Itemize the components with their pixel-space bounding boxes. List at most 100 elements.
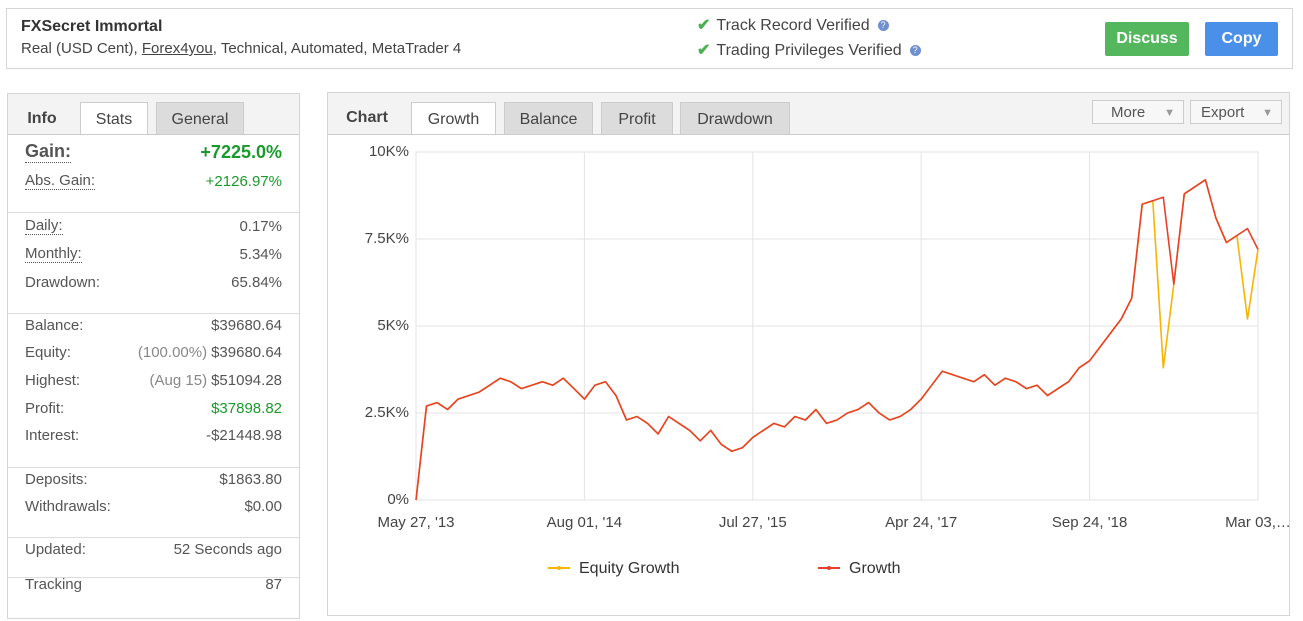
broker-link[interactable]: Forex4you: [141, 40, 213, 57]
stat-value-group: (Aug 15) $51094.28: [150, 372, 282, 389]
verification: ✔ Track Record Verified?: [697, 15, 889, 35]
divider: [8, 313, 299, 314]
chart-label: Chart: [346, 109, 388, 126]
subtitle-text: Real (USD Cent),: [21, 40, 142, 57]
y-tick-label: 0%: [387, 491, 409, 508]
stat-value-group: $39680.64: [211, 317, 282, 334]
info-panel: Info Stats General Gain: +7225.0% Abs. Gai…: [7, 93, 300, 619]
stat-value-group: (100.00%) $39680.64: [138, 344, 282, 361]
legend-marker: [557, 566, 561, 570]
stat-label: Balance:: [25, 316, 84, 334]
x-tick-label: Sep 24, '18: [1052, 514, 1127, 531]
legend-marker: [827, 566, 831, 570]
stat-value: -$21448.98: [206, 426, 282, 444]
discuss-button[interactable]: Discuss: [1105, 22, 1189, 56]
x-tick-label: May 27, '13: [377, 514, 454, 531]
stat-value: 0.17%: [239, 217, 282, 235]
tab[interactable]: Info: [27, 110, 57, 127]
divider: [8, 212, 299, 213]
stat-row: Tracking 87: [25, 573, 282, 595]
tab[interactable]: General: [156, 102, 244, 134]
series-line: [415, 179, 1259, 501]
divider: [8, 467, 299, 468]
stat-value-group: $1863.80: [219, 471, 282, 488]
tab[interactable]: Profit: [601, 102, 673, 134]
stat-label: Deposits:: [25, 470, 88, 488]
x-tick-label: Jul 27, '15: [719, 514, 787, 531]
stat-row: Deposits: $1863.80: [25, 468, 282, 490]
stat-value: +2126.97%: [205, 172, 282, 190]
stat-value-group: $37898.82: [211, 400, 282, 417]
legend-label: Equity Growth: [579, 560, 679, 577]
verification-text: Trading Privileges Verified: [716, 42, 902, 59]
stat-value-group: 5.34%: [239, 246, 282, 263]
stat-row: Abs. Gain: +2126.97%: [25, 170, 282, 192]
stat-label: Equity:: [25, 343, 71, 361]
legend-label: Growth: [849, 560, 901, 577]
stat-value-group: +7225.0%: [200, 142, 282, 163]
stat-value: $37898.82: [211, 399, 282, 417]
menu-text: More: [1111, 104, 1146, 121]
x-tick-label: Aug 01, '14: [547, 514, 622, 531]
stat-value: $1863.80: [219, 470, 282, 488]
stat-value: $39680.64: [211, 343, 282, 361]
y-tick-label: 10K%: [369, 143, 409, 160]
verification-text: Track Record Verified: [716, 17, 870, 34]
stat-note: (Aug 15): [149, 371, 208, 389]
tab[interactable]: Growth: [411, 102, 496, 134]
series-line: [415, 179, 1259, 501]
stat-row: Updated: 52 Seconds ago: [25, 538, 282, 560]
stat-row: Daily: 0.17%: [25, 215, 282, 237]
tab[interactable]: Stats: [80, 102, 148, 134]
stat-label: Drawdown:: [25, 273, 101, 291]
stat-value-group: $0.00: [244, 498, 282, 515]
stat-label: Monthly:: [25, 245, 82, 263]
verification: ✔ Trading Privileges Verified?: [697, 40, 921, 60]
stat-value: +7225.0%: [200, 141, 282, 162]
stat-value-group: +2126.97%: [206, 173, 282, 190]
stat-value-group: 0.17%: [239, 218, 282, 235]
x-tick-label: Apr 24, '17: [885, 514, 957, 531]
divider: [8, 577, 299, 578]
stat-label: Tracking: [25, 575, 82, 593]
tab[interactable]: Balance: [504, 102, 593, 134]
stat-value-group: 87: [265, 576, 282, 593]
stat-row: Interest: -$21448.98: [25, 424, 282, 446]
export-menu[interactable]: Export ▼: [1190, 100, 1282, 124]
stat-label: Interest:: [25, 426, 80, 444]
stat-row: Equity: (100.00%) $39680.64: [25, 341, 282, 363]
stat-label: Daily:: [25, 217, 63, 235]
stat-row: Drawdown: 65.84%: [25, 271, 282, 293]
tab[interactable]: Drawdown: [680, 102, 790, 134]
stat-value: $51094.28: [211, 371, 282, 389]
stat-label: Highest:: [25, 371, 81, 389]
copy-button[interactable]: Copy: [1205, 22, 1278, 56]
stat-row: Gain: +7225.0%: [25, 141, 282, 163]
menu-text: Export: [1201, 104, 1245, 121]
stat-label: Updated:: [25, 540, 86, 558]
stat-value: $0.00: [244, 497, 282, 515]
y-tick-label: 2.5K%: [365, 404, 409, 421]
stat-label: Profit:: [25, 399, 65, 417]
stat-value: 65.84%: [231, 273, 282, 291]
more-menu[interactable]: More ▼: [1092, 100, 1184, 124]
stat-value-group: -$21448.98: [206, 427, 282, 444]
stat-label: Withdrawals:: [25, 497, 111, 515]
system-title: FXSecret Immortal: [21, 18, 163, 35]
stat-label: Abs. Gain:: [25, 172, 96, 190]
subtitle: Real (USD Cent), Forex4you, Technical, A…: [21, 40, 461, 57]
subtitle-text: , Technical, Automated, MetaTrader 4: [212, 40, 462, 57]
stat-value: 5.34%: [239, 245, 282, 263]
tab-bar: [8, 94, 299, 135]
stat-value: $39680.64: [211, 316, 282, 334]
y-tick-label: 5K%: [377, 317, 409, 334]
stat-value: 87: [265, 575, 282, 593]
stat-note: (100.00%): [137, 343, 208, 361]
stat-row: Withdrawals: $0.00: [25, 495, 282, 517]
stat-row: Monthly: 5.34%: [25, 243, 282, 265]
stat-row: Balance: $39680.64: [25, 314, 282, 336]
stat-value: 52 Seconds ago: [173, 540, 282, 558]
stat-row: Highest: (Aug 15) $51094.28: [25, 369, 282, 391]
chart: 0% 2.5K% 5K% 7.5K% 10K% May 27, '13 Aug 01, '1…: [365, 143, 1289, 577]
